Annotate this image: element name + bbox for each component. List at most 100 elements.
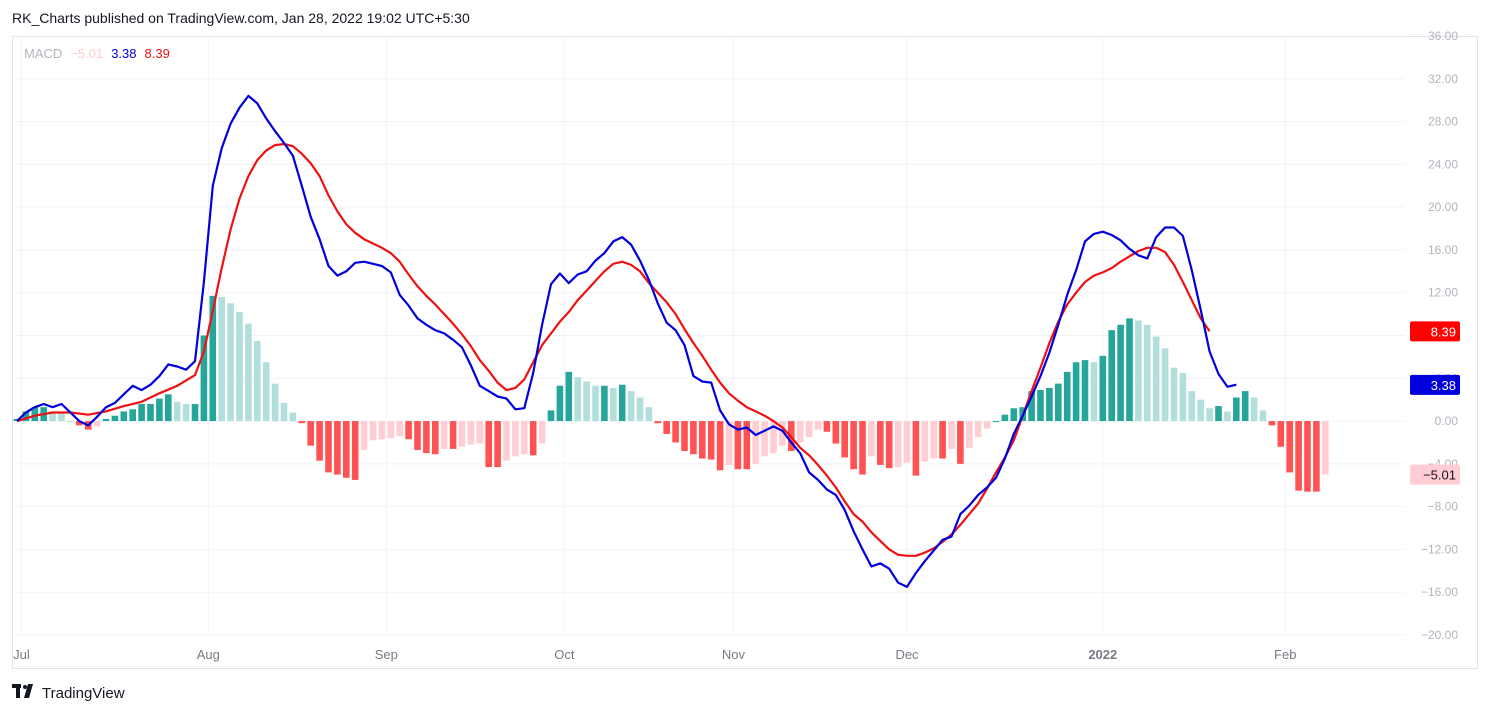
histogram-bar (1055, 383, 1062, 422)
histogram-bar (912, 421, 920, 476)
histogram-bar (592, 385, 599, 422)
histogram-bar (1108, 330, 1115, 422)
histogram-bar (67, 421, 74, 423)
histogram-bar (850, 421, 857, 470)
histogram-bar (538, 421, 546, 444)
histogram-bar (565, 371, 573, 422)
histogram-bar (280, 402, 288, 422)
histogram-bar (654, 421, 662, 424)
price-tags: 8.39 3.38 −5.01 (1410, 321, 1460, 485)
histogram-bar (823, 421, 831, 432)
histogram-bar (974, 421, 982, 438)
histogram-bar (894, 421, 902, 468)
histogram-bar (761, 421, 768, 457)
histogram-bar (31, 407, 39, 422)
histogram-bar (432, 421, 439, 455)
histogram-bar (939, 421, 946, 459)
histogram-bar (966, 421, 973, 448)
histogram-bar (645, 407, 653, 422)
price-tag-histogram (1410, 464, 1460, 485)
x-tick-label: Nov (722, 647, 746, 662)
histogram-bar (521, 421, 528, 455)
y-tick-label: −8.00 (1428, 500, 1459, 514)
histogram-bar (1126, 318, 1133, 422)
histogram-bar (494, 421, 501, 468)
histogram-bar (983, 421, 991, 429)
histogram-bar (1117, 324, 1124, 422)
histogram-bar (796, 421, 804, 443)
histogram-bar (583, 381, 590, 422)
histogram-bar (351, 421, 359, 480)
histogram-bar (1224, 411, 1231, 422)
lines (16, 94, 1237, 588)
histogram-bar (921, 421, 929, 462)
price-tag-label-signal: 8.39 (1431, 324, 1456, 339)
macd-line (16, 94, 1237, 588)
histogram-bar (58, 412, 65, 422)
histogram-bar (627, 391, 635, 422)
histogram-bar (22, 411, 30, 422)
histogram-bar (93, 421, 101, 427)
legend-indicator-name: MACD (24, 46, 63, 61)
histogram-bar (1241, 391, 1249, 422)
histogram-bar (1161, 348, 1169, 422)
indicator-legend: MACD −5.01 3.38 8.39 (24, 46, 170, 61)
histogram-bar (1046, 387, 1053, 422)
price-tag-label-histogram: −5.01 (1423, 468, 1456, 483)
histogram-bar (254, 340, 261, 422)
histogram-bar (770, 421, 777, 454)
histogram-bar (1188, 391, 1196, 422)
histogram-bar (1215, 406, 1222, 422)
histogram-bar (378, 421, 386, 440)
tradingview-wordmark: TradingView (42, 685, 125, 702)
histogram-bar (343, 421, 350, 478)
histogram-bar (779, 421, 786, 446)
histogram-bar (1028, 391, 1035, 422)
histogram-bar (556, 385, 564, 422)
histogram-bar (165, 394, 172, 422)
legend-macd-value: 3.38 (111, 46, 137, 61)
histogram-bar (885, 421, 893, 469)
histogram-bar (636, 397, 644, 422)
y-tick-label: 24.00 (1428, 157, 1458, 171)
histogram-bar (289, 412, 297, 422)
histogram-bar (1144, 324, 1151, 422)
x-tick-label: Aug (197, 647, 220, 662)
histogram-bar (316, 421, 323, 461)
histogram-bar (1090, 362, 1098, 422)
x-tick-label: Oct (554, 647, 575, 662)
tradingview-logo-icon[interactable] (12, 684, 36, 703)
x-tick-label: Feb (1274, 647, 1296, 662)
histogram-bar (1295, 421, 1302, 491)
histogram (13, 295, 1329, 492)
histogram-bar (574, 377, 581, 422)
histogram-bar (814, 421, 822, 430)
histogram-bar (618, 384, 626, 422)
y-tick-label: 20.00 (1428, 200, 1458, 214)
x-tick-label: 2022 (1088, 647, 1117, 662)
histogram-bar (903, 421, 911, 463)
x-tick-label: Jul (13, 647, 30, 662)
x-axis: Jul Aug Sep Oct Nov Dec 2022 Feb (13, 647, 1296, 662)
histogram-bar (1037, 390, 1044, 422)
histogram-bar (1206, 408, 1213, 422)
histogram-bar (467, 421, 475, 445)
histogram-bar (129, 409, 136, 422)
histogram-bar (1268, 421, 1276, 426)
histogram-bar (1179, 372, 1187, 422)
y-tick-label: 12.00 (1428, 286, 1458, 300)
publisher-caption: RK_Charts published on TradingView.com, … (12, 10, 470, 26)
histogram-bar (1304, 421, 1311, 492)
histogram-bar (102, 418, 110, 422)
histogram-bar (663, 421, 670, 434)
y-tick-label: −20.00 (1421, 628, 1458, 642)
histogram-bar (948, 421, 955, 449)
histogram-bar (120, 411, 128, 422)
histogram-bar (111, 415, 119, 422)
histogram-bar (1001, 414, 1009, 422)
histogram-bar (868, 421, 875, 457)
histogram-bar (1322, 421, 1329, 475)
y-tick-label: 32.00 (1428, 72, 1458, 86)
histogram-bar (476, 421, 484, 444)
